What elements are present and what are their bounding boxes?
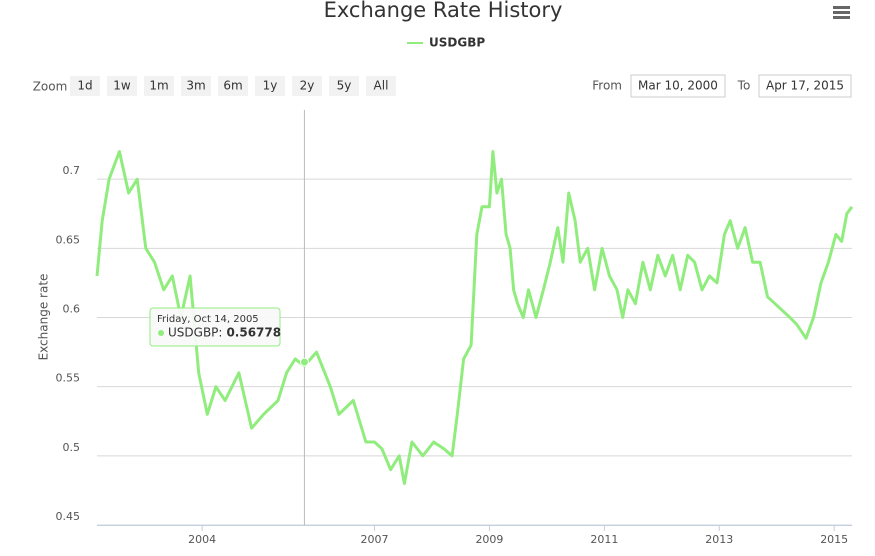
menu-icon[interactable] — [833, 6, 850, 19]
x-tick-label: 2004 — [188, 533, 216, 546]
zoom-button-label: 2y — [300, 79, 315, 93]
to-value: Apr 17, 2015 — [766, 79, 844, 93]
y-tick-label: 0.7 — [63, 164, 81, 177]
menu-bar — [833, 11, 850, 14]
zoom-button-label: 1w — [113, 79, 131, 93]
zoom-label: Zoom — [33, 80, 68, 94]
y-tick-label: 0.5 — [63, 441, 81, 454]
series-line — [95, 150, 854, 485]
zoom-button-label: 6m — [223, 79, 242, 93]
tooltip-symbol — [158, 330, 164, 336]
y-tick-label: 0.6 — [63, 303, 81, 316]
zoom-button-label: 1d — [77, 79, 92, 93]
to-input[interactable] — [758, 74, 852, 98]
tooltip-value: 0.56778 — [226, 326, 281, 340]
zoom-button-label: 3m — [186, 79, 205, 93]
y-tick-label: 0.55 — [56, 372, 81, 385]
zoom-button[interactable] — [329, 76, 359, 96]
legend-label: USDGBP — [429, 36, 485, 50]
zoom-button-label: All — [374, 79, 389, 93]
zoom-button[interactable] — [255, 76, 285, 96]
to-label: To — [737, 79, 751, 93]
menu-bar — [833, 6, 850, 9]
zoom-button[interactable] — [107, 76, 137, 96]
zoom-button-label: 5y — [337, 79, 352, 93]
zoom-button[interactable] — [144, 76, 174, 96]
from-label: From — [592, 79, 622, 93]
y-tick-label: 0.65 — [56, 233, 81, 246]
tooltip-label: USDGBP: — [168, 326, 222, 340]
from-value: Mar 10, 2000 — [638, 79, 718, 93]
from-input[interactable] — [630, 74, 726, 98]
y-tick-label: 0.45 — [56, 510, 81, 523]
menu-bar — [833, 16, 850, 19]
zoom-button[interactable] — [181, 76, 211, 96]
zoom-button[interactable] — [218, 76, 248, 96]
tooltip-date: Friday, Oct 14, 2005 — [157, 314, 259, 325]
zoom-button[interactable] — [70, 76, 100, 96]
x-tick-label: 2011 — [590, 533, 618, 546]
hover-marker — [299, 357, 309, 367]
tooltip-box — [149, 307, 281, 347]
x-tick-label: 2009 — [475, 533, 503, 546]
zoom-button-label: 1m — [149, 79, 168, 93]
x-tick-label: 2013 — [705, 533, 733, 546]
chart-title: Exchange Rate History — [324, 0, 563, 22]
zoom-button[interactable] — [366, 76, 396, 96]
zoom-button[interactable] — [292, 76, 322, 96]
y-axis-title: Exchange rate — [37, 274, 51, 361]
x-tick-label: 2015 — [820, 533, 848, 546]
zoom-button-label: 1y — [263, 79, 278, 93]
x-tick-label: 2007 — [361, 533, 389, 546]
